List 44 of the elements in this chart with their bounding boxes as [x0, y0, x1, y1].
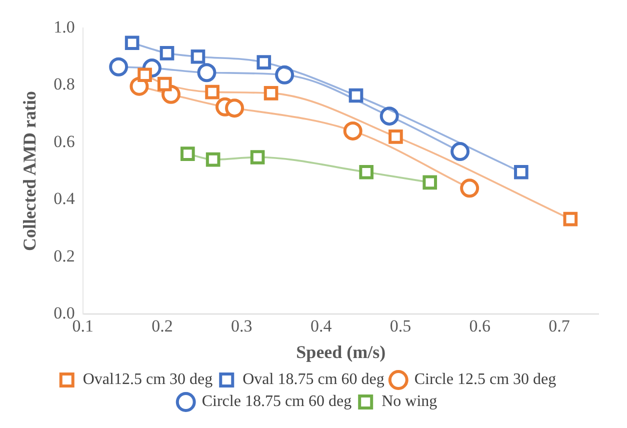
legend-label: Circle 12.5 cm 30 deg [414, 371, 556, 388]
point [190, 49, 206, 64]
point [160, 46, 174, 60]
x-tick-label: 0.5 [390, 316, 412, 336]
legend-label: Oval 18.75 cm 60 deg [242, 371, 384, 388]
point [343, 121, 362, 140]
x-tick-label: 0.3 [231, 316, 252, 336]
point [514, 164, 528, 180]
point [264, 86, 278, 100]
point [250, 150, 265, 164]
y-tick-label: 0.4 [54, 189, 76, 208]
point [256, 55, 272, 70]
y-tick-label: 0.2 [54, 246, 75, 266]
legend-label: No wing [382, 393, 438, 410]
point [348, 88, 364, 103]
y-tick-label: 1.0 [54, 17, 75, 36]
point [180, 146, 195, 161]
y-tick-label: 0.6 [54, 132, 75, 151]
x-tick-label: 0.2 [152, 316, 173, 336]
point [197, 63, 216, 82]
legend-label: Circle 18.75 cm 60 deg [202, 393, 352, 410]
point [205, 84, 220, 100]
point [388, 130, 403, 144]
point [563, 212, 578, 226]
x-tick-label: 0.1 [72, 316, 94, 336]
y-tick-label: 0.0 [54, 303, 75, 322]
point [109, 57, 128, 76]
legend-label: Oval12.5 cm 30 deg [82, 371, 213, 388]
x-axis-title: Speed (m/s) [296, 342, 386, 362]
x-tick-label: 0.7 [548, 316, 570, 336]
point [380, 106, 399, 126]
y-axis-title: Collected AMD ratio [19, 91, 40, 251]
point [225, 98, 244, 118]
point [450, 142, 470, 162]
y-tick-label: 0.8 [54, 74, 75, 94]
x-tick-label: 0.6 [469, 316, 491, 336]
point [422, 175, 438, 190]
x-tick-label: 0.4 [310, 316, 332, 336]
point [460, 178, 480, 198]
point [275, 65, 294, 84]
point [124, 36, 140, 50]
point [359, 164, 374, 180]
point [206, 152, 220, 167]
point [157, 76, 172, 92]
